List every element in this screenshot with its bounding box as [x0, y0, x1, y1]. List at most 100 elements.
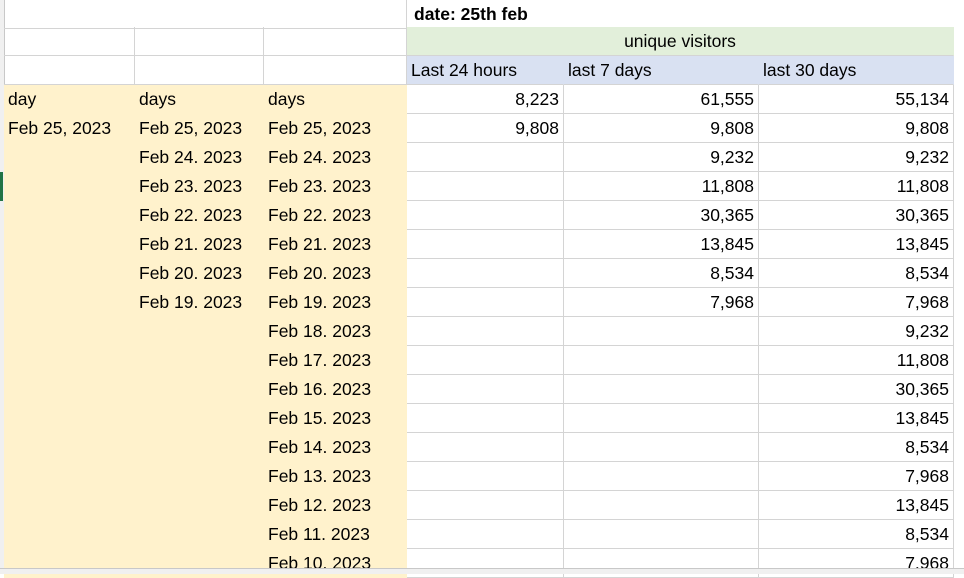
header-day[interactable]: day	[4, 85, 135, 114]
date-day-cell[interactable]	[4, 346, 135, 375]
date-30-day-cell[interactable]: Feb 17. 2023	[264, 346, 407, 375]
date-7-day-cell[interactable]: Feb 24. 2023	[135, 143, 264, 172]
visitors-24h-cell[interactable]	[407, 491, 564, 520]
visitors-24h-cell[interactable]	[407, 172, 564, 201]
visitors-7d-cell[interactable]	[564, 317, 759, 346]
visitors-30d-cell[interactable]: 30,365	[759, 375, 954, 404]
visitors-24h-cell[interactable]	[407, 375, 564, 404]
visitors-24h-cell[interactable]	[407, 317, 564, 346]
visitors-7d-cell[interactable]	[564, 433, 759, 462]
cell[interactable]	[264, 0, 407, 29]
date-7-day-cell[interactable]	[135, 317, 264, 346]
horizontal-scrollbar[interactable]	[0, 568, 964, 574]
date-30-day-cell[interactable]: Feb 23. 2023	[264, 172, 407, 201]
date-30-day-cell[interactable]: Feb 15. 2023	[264, 404, 407, 433]
date-day-cell[interactable]	[4, 462, 135, 491]
visitors-24h-cell[interactable]	[407, 404, 564, 433]
date-7-day-cell[interactable]	[135, 346, 264, 375]
visitors-24h-cell[interactable]	[407, 143, 564, 172]
date-7-day-cell[interactable]: Feb 25, 2023	[135, 114, 264, 143]
visitors-7d-cell[interactable]	[564, 404, 759, 433]
date-30-day-cell[interactable]: Feb 24. 2023	[264, 143, 407, 172]
cell[interactable]	[4, 27, 135, 56]
visitors-7d-cell[interactable]: 30,365	[564, 201, 759, 230]
date-30-day-cell[interactable]: Feb 12. 2023	[264, 491, 407, 520]
date-day-cell[interactable]	[4, 491, 135, 520]
visitors-24h-cell[interactable]	[407, 201, 564, 230]
visitors-30d-cell[interactable]: 7,968	[759, 288, 954, 317]
visitors-30d-cell[interactable]: 13,845	[759, 491, 954, 520]
header-last-7-days[interactable]: last 7 days	[564, 56, 759, 85]
visitors-30d-cell[interactable]: 11,808	[759, 346, 954, 375]
cell[interactable]	[135, 27, 264, 56]
visitors-7d-cell[interactable]	[564, 346, 759, 375]
date-7-day-cell[interactable]: Feb 22. 2023	[135, 201, 264, 230]
visitors-24h-cell[interactable]	[407, 288, 564, 317]
date-30-day-cell[interactable]: Feb 21. 2023	[264, 230, 407, 259]
cell[interactable]	[264, 27, 407, 56]
visitors-7d-cell[interactable]: 7,968	[564, 288, 759, 317]
visitors-30d-cell[interactable]: 7,968	[759, 462, 954, 491]
date-day-cell[interactable]	[4, 375, 135, 404]
header-last-24-hours[interactable]: Last 24 hours	[407, 56, 564, 85]
date-day-cell[interactable]	[4, 317, 135, 346]
date-day-cell[interactable]	[4, 201, 135, 230]
visitors-30d-cell[interactable]: 13,845	[759, 230, 954, 259]
date-day-cell[interactable]: Feb 25, 2023	[4, 114, 135, 143]
visitors-30d-cell[interactable]: 8,534	[759, 259, 954, 288]
date-day-cell[interactable]	[4, 259, 135, 288]
unique-visitors-header[interactable]: unique visitors	[407, 27, 954, 56]
header-days-30[interactable]: days	[264, 85, 407, 114]
date-30-day-cell[interactable]: Feb 20. 2023	[264, 259, 407, 288]
visitors-24h-cell[interactable]	[407, 346, 564, 375]
date-day-cell[interactable]	[4, 288, 135, 317]
date-30-day-cell[interactable]: Feb 18. 2023	[264, 317, 407, 346]
visitors-24h-cell[interactable]: 9,808	[407, 114, 564, 143]
visitors-24h-cell[interactable]	[407, 462, 564, 491]
visitors-7d-cell[interactable]: 13,845	[564, 230, 759, 259]
date-30-day-cell[interactable]: Feb 22. 2023	[264, 201, 407, 230]
visitors-30d-cell[interactable]: 11,808	[759, 172, 954, 201]
visitors-30d-cell[interactable]: 9,808	[759, 114, 954, 143]
visitors-7d-cell[interactable]: 9,808	[564, 114, 759, 143]
date-7-day-cell[interactable]	[135, 520, 264, 549]
date-day-cell[interactable]	[4, 172, 135, 201]
date-30-day-cell[interactable]: Feb 25, 2023	[264, 114, 407, 143]
date-30-day-cell[interactable]: Feb 11. 2023	[264, 520, 407, 549]
visitors-7d-cell[interactable]: 9,232	[564, 143, 759, 172]
visitors-24h-cell[interactable]	[407, 520, 564, 549]
visitors-30d-cell[interactable]: 8,534	[759, 520, 954, 549]
date-day-cell[interactable]	[4, 230, 135, 259]
header-last-30-days[interactable]: last 30 days	[759, 56, 954, 85]
cell[interactable]	[264, 56, 407, 85]
date-day-cell[interactable]	[4, 404, 135, 433]
cell[interactable]	[135, 0, 264, 29]
visitors-30d-cell[interactable]: 9,232	[759, 317, 954, 346]
date-7-day-cell[interactable]: Feb 20. 2023	[135, 259, 264, 288]
visitors-7d-cell[interactable]	[564, 375, 759, 404]
visitors-24h-cell[interactable]	[407, 433, 564, 462]
header-days-7[interactable]: days	[135, 85, 264, 114]
date-7-day-cell[interactable]	[135, 433, 264, 462]
date-day-cell[interactable]	[4, 520, 135, 549]
visitors-30d-cell[interactable]: 9,232	[759, 143, 954, 172]
date-7-day-cell[interactable]: Feb 21. 2023	[135, 230, 264, 259]
total-last-7-days[interactable]: 61,555	[564, 85, 759, 114]
date-day-cell[interactable]	[4, 433, 135, 462]
sheet-title[interactable]: date: 25th feb	[407, 0, 954, 29]
date-day-cell[interactable]	[4, 143, 135, 172]
date-30-day-cell[interactable]: Feb 19. 2023	[264, 288, 407, 317]
visitors-30d-cell[interactable]: 30,365	[759, 201, 954, 230]
date-7-day-cell[interactable]: Feb 23. 2023	[135, 172, 264, 201]
visitors-24h-cell[interactable]	[407, 230, 564, 259]
visitors-7d-cell[interactable]	[564, 520, 759, 549]
visitors-30d-cell[interactable]: 8,534	[759, 433, 954, 462]
visitors-7d-cell[interactable]	[564, 462, 759, 491]
date-30-day-cell[interactable]: Feb 14. 2023	[264, 433, 407, 462]
date-7-day-cell[interactable]	[135, 404, 264, 433]
date-7-day-cell[interactable]	[135, 462, 264, 491]
visitors-24h-cell[interactable]	[407, 259, 564, 288]
date-7-day-cell[interactable]	[135, 491, 264, 520]
date-7-day-cell[interactable]: Feb 19. 2023	[135, 288, 264, 317]
date-30-day-cell[interactable]: Feb 13. 2023	[264, 462, 407, 491]
